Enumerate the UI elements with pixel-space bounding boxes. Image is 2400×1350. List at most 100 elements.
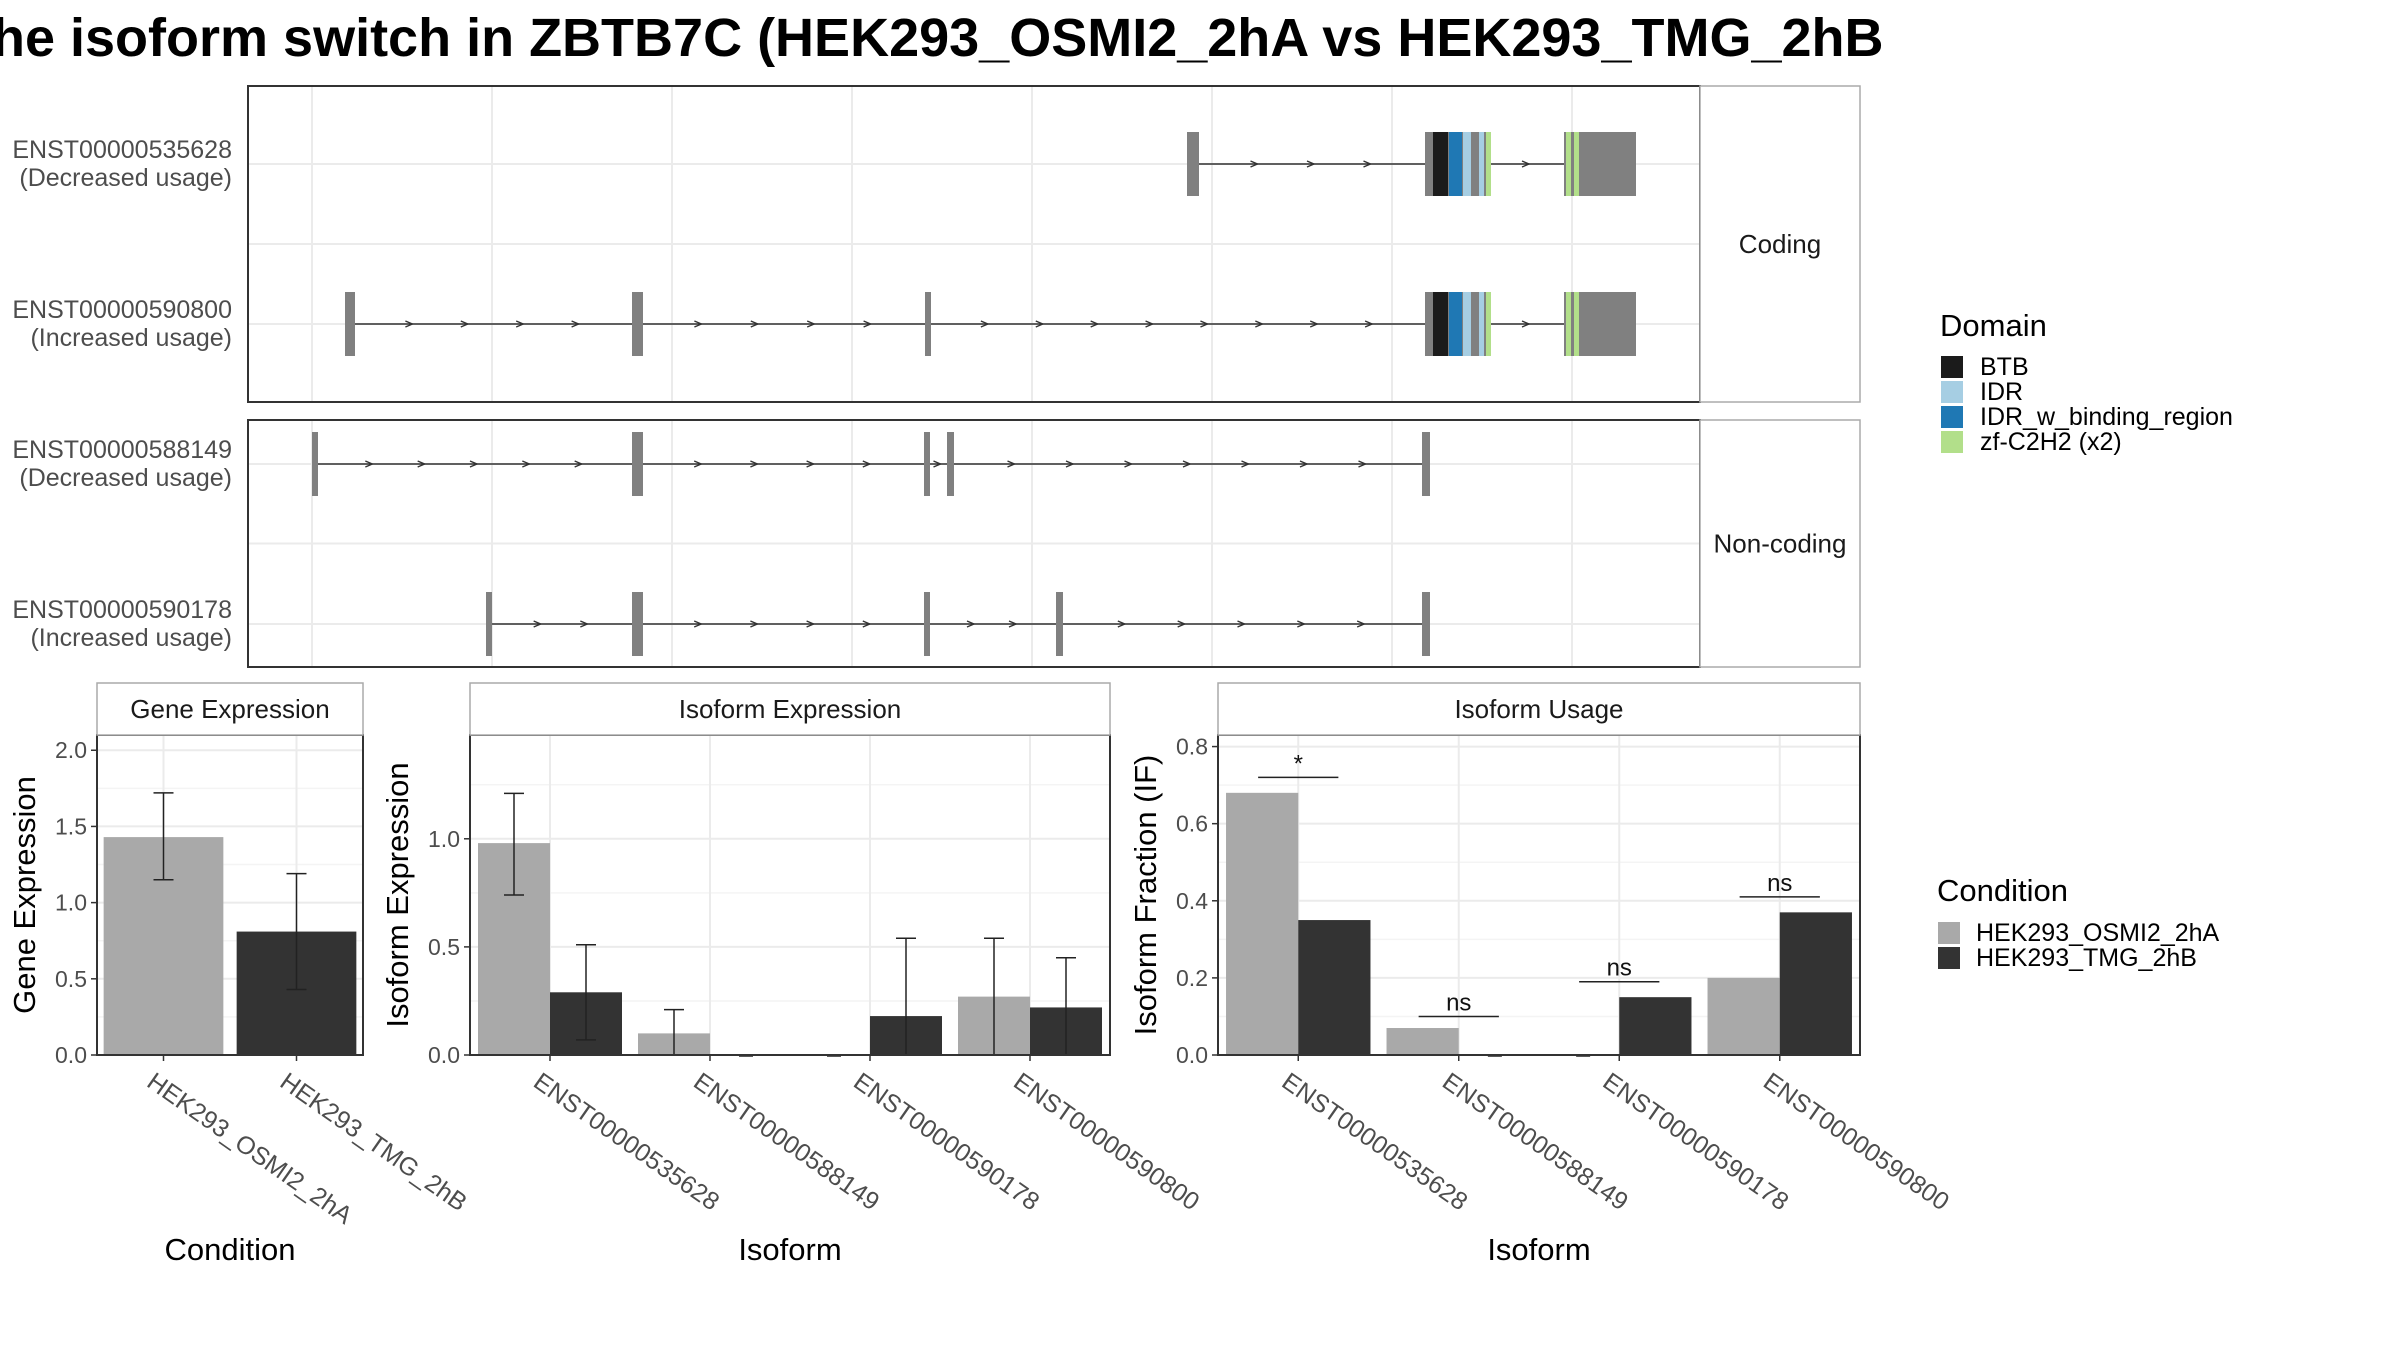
intron-arrow [1299,460,1309,468]
bar [1619,997,1692,1055]
bar [1226,792,1299,1055]
intron-arrow [693,460,703,468]
intron-arrow [806,460,816,468]
y-tick-label: 0.2 [1176,965,1208,991]
bar [1386,1028,1459,1055]
y-tick-label: 2.0 [55,737,87,763]
significance-label: ns [1607,955,1632,982]
y-tick-label: 1.0 [55,890,87,916]
intron-arrow [1124,460,1134,468]
bar-chart-panels: 0.00.51.01.52.0HEK293_OSMI2_2hAHEK293_TM… [7,682,1954,1267]
y-tick-label: 1.5 [55,813,87,839]
exon [924,592,930,656]
y-tick-label: 0.0 [428,1042,460,1068]
exon [1425,132,1432,196]
significance-label: * [1294,750,1303,777]
intron-arrow [1309,320,1319,328]
legend-swatch-HEK293_TMG_2hB [1938,947,1960,969]
legend-label: IDR_w_binding_region [1980,403,2233,431]
intron-arrow [750,320,760,328]
intron-arrow [515,320,525,328]
transcript-usage-label: (Decreased usage) [19,464,232,492]
condition-legend-title: Condition [1937,873,2068,908]
exon [1422,432,1430,496]
transcript-usage-label: (Decreased usage) [19,164,232,192]
exon [947,432,954,496]
intron-arrow [1182,460,1192,468]
legends: Domain BTBIDRIDR_w_binding_regionzf-C2H2 … [1937,308,2233,972]
panel-title: Gene Expression [130,694,329,724]
exon [1056,592,1063,656]
bar [1707,977,1780,1055]
transcript-ENST00000590800 [345,292,1636,356]
intron-arrow [1250,160,1260,168]
intron-arrow [1297,620,1307,628]
panel-strip [1217,682,1861,736]
domain-IDR_w_binding_region [1449,132,1462,196]
legend-swatch-zf-C2H2 (x2) [1941,431,1963,453]
intron-arrow [1177,620,1187,628]
domain-IDR [1479,132,1484,196]
significance-label: ns [1446,989,1471,1016]
domain-legend-title: Domain [1940,308,2047,343]
exon-utr [1600,132,1636,196]
y-tick-label: 0.4 [1176,888,1208,914]
bar-panel-2: 0.00.20.40.60.8*nsnsnsENST00000535628ENS… [1128,682,1954,1267]
significance-label: ns [1767,870,1792,897]
legend-label: BTB [1980,353,2029,381]
exon [312,432,318,496]
bar [1298,920,1371,1055]
x-axis-label: Isoform [738,1232,841,1267]
intron-arrow [1237,620,1247,628]
intron-arrow [1521,320,1531,328]
y-tick-label: 0.5 [428,934,460,960]
facet-strip-label: Non-coding [1714,529,1847,559]
figure-title: he isoform switch in ZBTB7C (HEK293_OSMI… [0,8,1884,68]
exon [632,592,643,656]
transcript-ENST00000590178 [486,592,1430,656]
facet-strip [1699,85,1861,403]
intron-arrow [1255,320,1265,328]
x-axis-label: Condition [165,1232,296,1267]
exon [345,292,355,356]
y-tick-label: 0.0 [1176,1042,1208,1068]
legend-label: HEK293_OSMI2_2hA [1976,919,2220,947]
facet-strip-label: Coding [1739,229,1821,259]
legend-label: HEK293_TMG_2hB [1976,944,2197,972]
panel-title: Isoform Usage [1454,694,1623,724]
transcript-id-label: ENST00000590800 [12,296,232,324]
transcript-usage-label: (Increased usage) [30,624,232,652]
intron-arrow [693,620,703,628]
intron-arrow [574,460,584,468]
intron-arrow [1090,320,1100,328]
y-axis-label: Isoform Fraction (IF) [1128,755,1163,1036]
exon [1425,292,1432,356]
y-axis-label: Isoform Expression [380,762,415,1027]
intron-arrow [1306,160,1316,168]
y-tick-label: 0.8 [1176,734,1208,760]
intron-arrow [933,460,943,468]
domain-BTB [1433,292,1448,356]
intron-arrow [1035,320,1045,328]
transcript-id-label: ENST00000590178 [12,596,232,624]
intron-arrow [1364,320,1374,328]
domain-zf-C2H2 (x2) [1566,132,1571,196]
domain-IDR [1463,292,1471,356]
intron-arrow [417,460,427,468]
intron-arrow [750,460,760,468]
intron-arrow [1145,320,1155,328]
panel-strip [96,682,364,736]
intron-arrow [1008,620,1018,628]
exon [486,592,492,656]
legend-swatch-IDR_w_binding_region [1941,406,1963,428]
intron-arrow [806,320,816,328]
legend-swatch-IDR [1941,381,1963,403]
intron-arrow [1356,620,1366,628]
intron-arrow [1007,460,1017,468]
x-axis-label: Isoform [1487,1232,1590,1267]
intron-arrow [806,620,816,628]
exon [632,432,643,496]
exon [1187,132,1199,196]
exon [1422,592,1430,656]
exon [925,292,931,356]
